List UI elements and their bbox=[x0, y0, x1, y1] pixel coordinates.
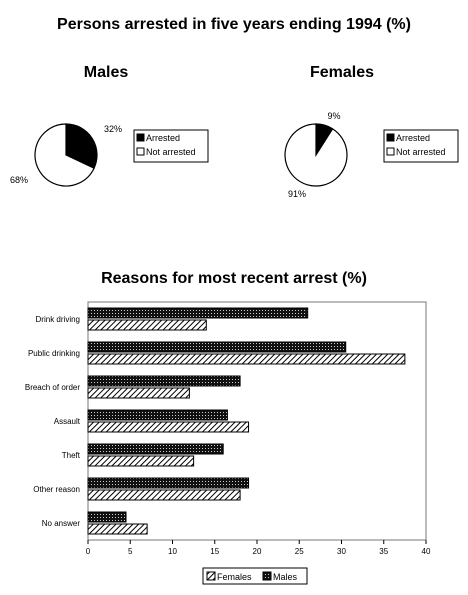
bar-males bbox=[87, 307, 309, 319]
pie-legend-label: Arrested bbox=[146, 133, 180, 143]
pie-legend-label: Not arrested bbox=[396, 147, 446, 157]
x-tick-label: 15 bbox=[210, 547, 219, 556]
pie-slice-not-arrested bbox=[284, 123, 348, 187]
x-tick-label: 35 bbox=[379, 547, 388, 556]
category-label: Breach of order bbox=[25, 383, 80, 392]
bar-legend bbox=[202, 567, 308, 585]
x-tick-label: 0 bbox=[86, 547, 91, 556]
pie-legend-swatch bbox=[386, 147, 395, 156]
x-tick-label: 20 bbox=[253, 547, 262, 556]
pie-value-label: 91% bbox=[288, 189, 306, 199]
bar-males bbox=[87, 409, 228, 421]
pie-legend-label: Not arrested bbox=[146, 147, 196, 157]
x-tick-label: 30 bbox=[337, 547, 346, 556]
pie-slice-arrested bbox=[65, 123, 98, 169]
legend-label-males: Males bbox=[273, 572, 298, 582]
bar-females bbox=[87, 421, 250, 433]
bar-females bbox=[87, 319, 207, 331]
bar-males bbox=[87, 511, 127, 523]
bar-males bbox=[87, 375, 241, 387]
pie-legend bbox=[133, 129, 209, 163]
bar-females bbox=[87, 353, 406, 365]
category-label: No answer bbox=[42, 519, 81, 528]
bar-males bbox=[87, 477, 250, 489]
legend-swatch-females bbox=[206, 571, 216, 581]
x-tick-label: 25 bbox=[295, 547, 304, 556]
bar-chart-title: Reasons for most recent arrest (%) bbox=[101, 270, 367, 287]
category-label: Drink driving bbox=[36, 315, 80, 324]
pie-legend-swatch bbox=[386, 133, 395, 142]
females-pie-chart: 9% 91% Arrested Not arrested bbox=[284, 111, 459, 199]
pie-value-label: 9% bbox=[327, 111, 340, 121]
pie-legend-label: Arrested bbox=[396, 133, 430, 143]
males-pie-chart: 32% 68% Arrested Not arrested bbox=[10, 123, 209, 187]
category-label: Assault bbox=[54, 417, 81, 426]
arrest-reasons-bar-chart: 0 5 10 15 20 25 30 35 40 Drink driving Public drin… bbox=[25, 301, 431, 585]
bar-females bbox=[87, 489, 241, 501]
category-label: Other reason bbox=[33, 485, 80, 494]
category-label: Theft bbox=[62, 451, 81, 460]
females-pie-title: Females bbox=[309, 64, 375, 81]
pie-slice-not-arrested bbox=[34, 123, 95, 187]
plot-area-frame bbox=[87, 301, 427, 541]
legend-swatch-males bbox=[262, 571, 272, 581]
x-tick-label: 5 bbox=[128, 547, 133, 556]
bar-males bbox=[87, 443, 224, 455]
males-pie-title: Males bbox=[83, 64, 129, 81]
x-tick-label: 10 bbox=[168, 547, 177, 556]
bar-females bbox=[87, 387, 190, 399]
pie-legend bbox=[383, 129, 459, 163]
bar-females bbox=[87, 455, 195, 467]
pie-value-label: 68% bbox=[10, 175, 28, 185]
x-tick-label: 40 bbox=[422, 547, 431, 556]
legend-label-females: Females bbox=[217, 572, 252, 582]
pie-legend-swatch bbox=[136, 147, 145, 156]
bar-males bbox=[87, 341, 347, 353]
page-title: Persons arrested in five years ending 19… bbox=[57, 16, 411, 33]
pie-value-label: 32% bbox=[104, 124, 122, 134]
bar-females bbox=[87, 523, 148, 535]
category-label: Public drinking bbox=[28, 349, 80, 358]
pie-legend-swatch bbox=[136, 133, 145, 142]
